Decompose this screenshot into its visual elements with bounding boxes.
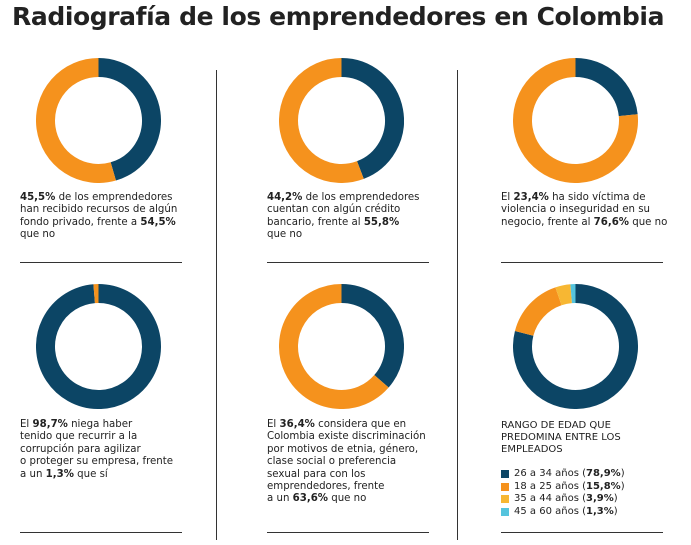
legend-item: 18 a 25 años (15,8%) [501,481,625,494]
caption-text: fondo privado, frente a [20,216,141,228]
legend: 26 a 34 años (78,9%) 18 a 25 años (15,8%)… [501,468,625,518]
caption-text: cuentan con algún crédito [267,204,401,216]
legend-value: 3,9% [586,493,614,505]
caption-text: que no [327,493,367,505]
caption-text: Colombia existe discriminación [267,431,426,443]
caption-value: 23,4% [513,192,549,203]
donut-slice-26-a-34-anos [513,284,638,409]
caption-value: 54,5% [140,216,176,228]
legend-label: 45 a 60 años ( [514,505,586,517]
donut-slice-35-a-44-anos [555,284,573,306]
donut-slice-considera-que-existe-discriminacion [341,284,404,388]
donut-slice-no [279,284,389,409]
caption-text: a un [267,493,293,505]
caption-text: El [267,419,280,430]
caption-text: han recibido recursos de algún [20,204,178,216]
donut-chart-employee-age [513,284,638,409]
caption-text: de los emprendedores [55,192,173,203]
caption-text: niega haber [67,419,133,430]
legend-swatch [501,470,509,479]
legend-label: 18 a 25 años ( [514,480,586,492]
legend-value: 78,9% [586,468,621,479]
caption-value: 63,6% [292,493,328,505]
donut-svg [279,58,404,183]
legend-value: 15,8% [586,480,621,492]
row-divider-5 [267,532,429,533]
donut-slice-cuentan-con-algun-credito-bancario [341,58,404,179]
donut-slice-no [279,58,364,183]
caption-value: 1,3% [45,468,74,480]
caption-corruption: El 98,7% niega haber tenido que recurrir … [20,419,195,481]
caption-text: o proteger su empresa, frente [20,456,174,468]
caption-text: que no [267,229,303,241]
donut-slice-ha-sido-victima-de-violencia-o-inseguridad-en-su-negocio [575,58,638,117]
donut-svg [513,58,638,183]
caption-text: que no [629,216,668,228]
legend-title: RANGO DE EDAD QUE PREDOMINA ENTRE LOS EM… [501,420,621,455]
caption-text: corrupción para agilizar [20,443,141,455]
donut-svg [513,284,638,409]
donut-chart-corruption [36,284,161,409]
legend-item: 35 a 44 años (3,9%) [501,493,625,506]
column-divider-2 [457,70,458,540]
caption-discrimination: El 36,4% considera que en Colombia existe… [267,419,442,506]
caption-text: a un [20,468,46,480]
caption-text: que sí [73,468,108,480]
legend-paren: ) [620,468,625,479]
caption-text: que no [20,229,56,241]
caption-text: sexual para con los [267,468,366,480]
caption-text: El [501,192,514,203]
caption-text: El [20,419,33,430]
row-divider-3 [501,262,663,263]
donut-svg [36,284,161,409]
legend-item: 45 a 60 años (1,3%) [501,506,625,519]
caption-text: tenido que recurrir a la [20,431,138,443]
page-title: Radiografía de los emprendedores en Colo… [12,2,665,31]
donut-chart-discrimination [279,284,404,409]
caption-value: 36,4% [279,419,315,430]
legend-swatch [501,508,509,517]
legend-swatch [501,482,509,491]
caption-text: clase social o preferencia [267,456,397,468]
donut-slice-no [513,58,638,183]
donut-slice-no [36,58,116,183]
legend-paren: ) [613,505,618,517]
caption-text: por motivos de etnia, género, [267,443,419,455]
caption-text: considera que en [314,419,407,430]
donut-chart-bank-credit [279,58,404,183]
row-divider-2 [267,262,429,263]
caption-violence: El 23,4% ha sido víctima de violencia o i… [501,192,676,229]
donut-slice-niega-haber-tenido-que-recurrir-a-la-corrupcion [36,284,161,409]
row-divider-6 [501,532,663,533]
donut-svg [279,284,404,409]
legend-paren: ) [620,480,625,492]
caption-bank-credit: 44,2% de los emprendedores cuentan con al… [267,192,442,242]
legend-swatch [501,495,509,504]
caption-value: 44,2% [267,192,303,203]
caption-text: emprendedores, frente [267,481,385,493]
legend-item: 26 a 34 años (78,9%) [501,468,625,481]
caption-text: violencia o inseguridad en su [501,204,650,216]
caption-value: 98,7% [32,419,68,430]
row-divider-4 [20,532,182,533]
row-divider-1 [20,262,182,263]
donut-slice-han-recibido-recursos-de-algun-fondo-privado [98,58,161,181]
legend-label: 26 a 34 años ( [514,468,586,479]
caption-text: negocio, frente al [501,216,594,228]
donut-chart-violence [513,58,638,183]
caption-value: 55,8% [363,216,400,228]
donut-slice-18-a-25-anos [514,287,562,337]
caption-text: de los emprendedores [302,192,420,203]
caption-text: ha sido víctima de [548,192,646,203]
caption-text: bancario, frente al [267,216,364,228]
donut-chart-private-fund [36,58,161,183]
column-divider-1 [216,70,217,540]
legend-paren: ) [613,493,618,505]
donut-svg [36,58,161,183]
caption-value: 45,5% [20,192,56,203]
caption-value: 76,6% [593,216,629,228]
caption-private-fund: 45,5% de los emprendedores han recibido r… [20,192,195,242]
legend-label: 35 a 44 años ( [514,493,586,505]
legend-value: 1,3% [586,505,614,517]
